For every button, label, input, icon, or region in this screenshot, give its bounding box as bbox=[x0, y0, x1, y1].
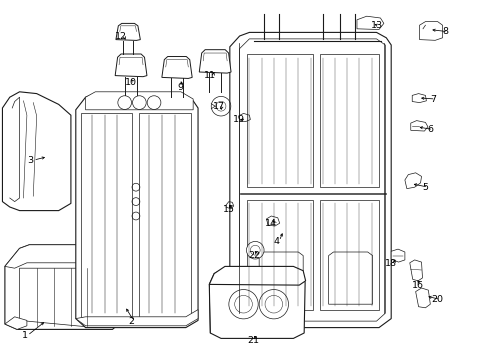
Text: 9: 9 bbox=[177, 83, 183, 92]
Text: 17: 17 bbox=[213, 102, 224, 111]
Polygon shape bbox=[410, 121, 427, 131]
Text: 16: 16 bbox=[411, 281, 423, 289]
Polygon shape bbox=[328, 252, 372, 304]
Polygon shape bbox=[320, 200, 378, 310]
Text: 2: 2 bbox=[128, 317, 134, 325]
Circle shape bbox=[246, 242, 264, 259]
Text: 14: 14 bbox=[265, 220, 277, 229]
Polygon shape bbox=[419, 22, 442, 40]
Polygon shape bbox=[116, 23, 140, 40]
Polygon shape bbox=[76, 310, 198, 326]
Polygon shape bbox=[162, 57, 192, 78]
Text: 7: 7 bbox=[429, 95, 435, 104]
Text: 8: 8 bbox=[441, 27, 447, 36]
Text: 15: 15 bbox=[223, 205, 234, 214]
Polygon shape bbox=[2, 92, 71, 211]
Polygon shape bbox=[259, 252, 303, 304]
Text: 1: 1 bbox=[21, 331, 27, 340]
Polygon shape bbox=[85, 92, 193, 110]
Polygon shape bbox=[320, 54, 378, 187]
Polygon shape bbox=[415, 288, 429, 308]
Polygon shape bbox=[246, 54, 312, 187]
Polygon shape bbox=[139, 113, 190, 317]
Text: 4: 4 bbox=[273, 237, 279, 246]
Polygon shape bbox=[409, 260, 422, 281]
Text: 12: 12 bbox=[115, 32, 127, 41]
Polygon shape bbox=[5, 245, 117, 268]
Polygon shape bbox=[246, 200, 312, 310]
Polygon shape bbox=[115, 54, 147, 77]
Polygon shape bbox=[356, 16, 383, 30]
Text: 20: 20 bbox=[431, 295, 443, 304]
Polygon shape bbox=[209, 268, 305, 338]
Polygon shape bbox=[209, 266, 305, 285]
Text: 13: 13 bbox=[370, 22, 382, 31]
Polygon shape bbox=[5, 245, 124, 329]
Polygon shape bbox=[76, 94, 198, 328]
Text: 6: 6 bbox=[427, 125, 432, 134]
Polygon shape bbox=[411, 94, 426, 103]
Text: 11: 11 bbox=[204, 71, 216, 80]
Polygon shape bbox=[20, 268, 107, 328]
Polygon shape bbox=[229, 32, 390, 328]
Polygon shape bbox=[81, 113, 132, 317]
Text: 19: 19 bbox=[232, 115, 244, 124]
Polygon shape bbox=[390, 249, 404, 262]
Text: 3: 3 bbox=[27, 156, 33, 165]
Polygon shape bbox=[5, 317, 27, 329]
Text: 22: 22 bbox=[248, 251, 260, 260]
Text: 18: 18 bbox=[385, 259, 396, 268]
Text: 21: 21 bbox=[247, 336, 259, 345]
Text: 10: 10 bbox=[125, 78, 137, 87]
Text: 5: 5 bbox=[422, 183, 427, 192]
Polygon shape bbox=[199, 50, 231, 73]
